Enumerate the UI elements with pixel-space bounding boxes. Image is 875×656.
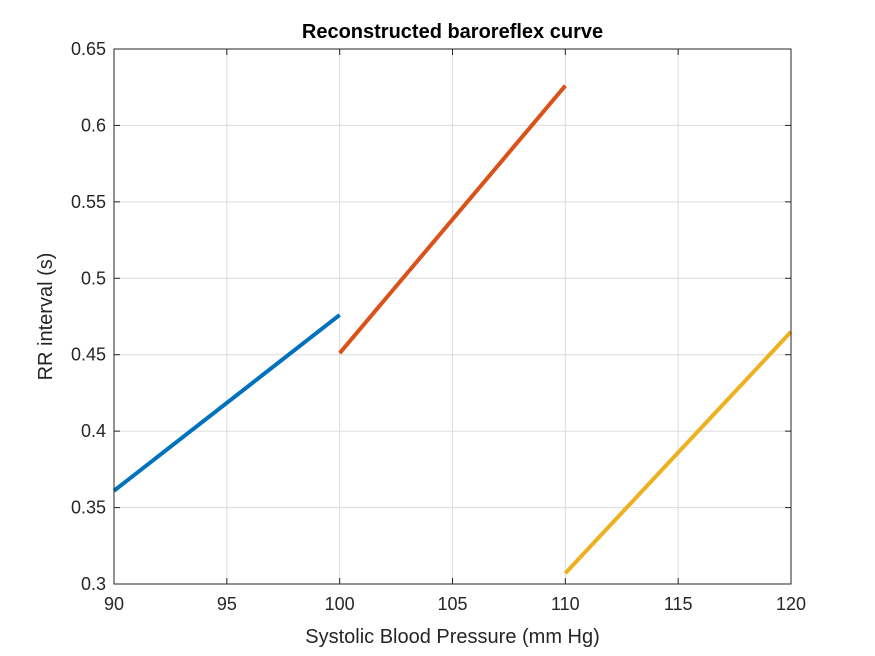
x-tick-label: 115	[664, 594, 693, 614]
chart-title: Reconstructed baroreflex curve	[302, 21, 603, 43]
y-tick-label: 0.6	[81, 115, 106, 135]
series-line-2	[338, 84, 567, 355]
y-axis-label: RR interval (s)	[35, 253, 57, 381]
x-tick-label: 90	[104, 594, 124, 614]
y-tick-label: 0.4	[81, 421, 106, 441]
x-tick-label: 95	[217, 594, 237, 614]
series-line-1	[112, 313, 341, 493]
series-lines	[112, 84, 793, 575]
y-tick-label: 0.55	[71, 192, 106, 212]
y-tick-label: 0.65	[71, 39, 106, 59]
x-tick-label: 100	[325, 594, 355, 614]
y-tick-label: 0.35	[71, 498, 106, 518]
y-tick-label: 0.5	[81, 268, 106, 288]
x-tick-label: 120	[776, 594, 806, 614]
axis-ticks: 90 95 100 105 110 115 120 0.3 0.35 0.4 0.45 0.5 0.55…	[71, 39, 806, 614]
y-tick-label: 0.3	[81, 574, 106, 594]
y-tick-label: 0.45	[71, 345, 106, 365]
x-tick-label: 110	[551, 594, 580, 614]
series-line-3	[563, 330, 793, 575]
x-tick-label: 105	[437, 594, 467, 614]
x-axis-label: Systolic Blood Pressure (mm Hg)	[305, 626, 600, 648]
